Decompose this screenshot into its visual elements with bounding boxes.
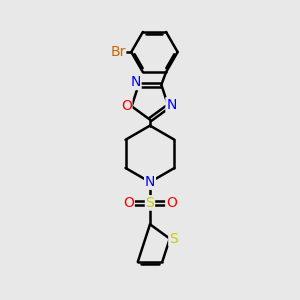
Text: N: N xyxy=(166,98,176,112)
Text: O: O xyxy=(121,99,132,113)
Text: N: N xyxy=(130,75,141,89)
Text: O: O xyxy=(166,196,177,210)
Text: O: O xyxy=(123,196,134,210)
Text: N: N xyxy=(145,175,155,189)
Text: S: S xyxy=(169,232,178,246)
Text: Br: Br xyxy=(110,45,126,59)
Text: S: S xyxy=(146,196,154,210)
